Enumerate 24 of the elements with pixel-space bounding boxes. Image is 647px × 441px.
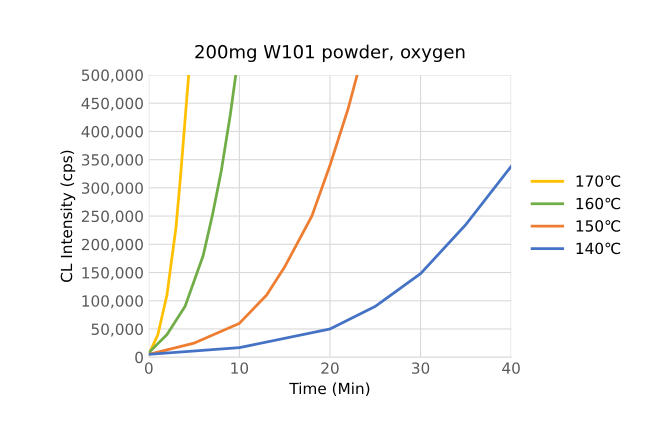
- line-series: [148, 74, 238, 354]
- y-tick-label: 400,000: [82, 126, 143, 139]
- y-tick-label: 450,000: [82, 98, 143, 111]
- y-tick-label: 50,000: [92, 323, 143, 337]
- x-tick-label: 10: [231, 362, 248, 374]
- x-tick-label: 40: [502, 362, 520, 374]
- y-tick-label: 100,000: [82, 295, 143, 308]
- y-axis-title: CL Intensity (cps): [60, 150, 76, 282]
- x-tick-label: 0: [144, 362, 153, 374]
- y-tick-label: 0: [135, 352, 143, 364]
- y-tick-label: 500,000: [82, 69, 143, 83]
- chart-title: 200mg W101 powder, oxygen: [195, 44, 464, 62]
- x-axis-title: Time (Min): [289, 382, 370, 396]
- x-tick-label: 30: [412, 362, 430, 374]
- x-tick-label: 20: [321, 362, 339, 374]
- legend-label: 170℃: [576, 175, 620, 187]
- legend-label: 160℃: [576, 198, 620, 210]
- y-tick-label: 250,000: [82, 210, 143, 224]
- y-tick-label: 200,000: [82, 238, 143, 252]
- y-tick-label: 350,000: [82, 154, 143, 168]
- y-tick-label: 300,000: [82, 182, 143, 196]
- y-tick-label: 150,000: [82, 267, 143, 280]
- legend-label: 150℃: [576, 220, 620, 232]
- legend-label: 140℃: [576, 242, 620, 254]
